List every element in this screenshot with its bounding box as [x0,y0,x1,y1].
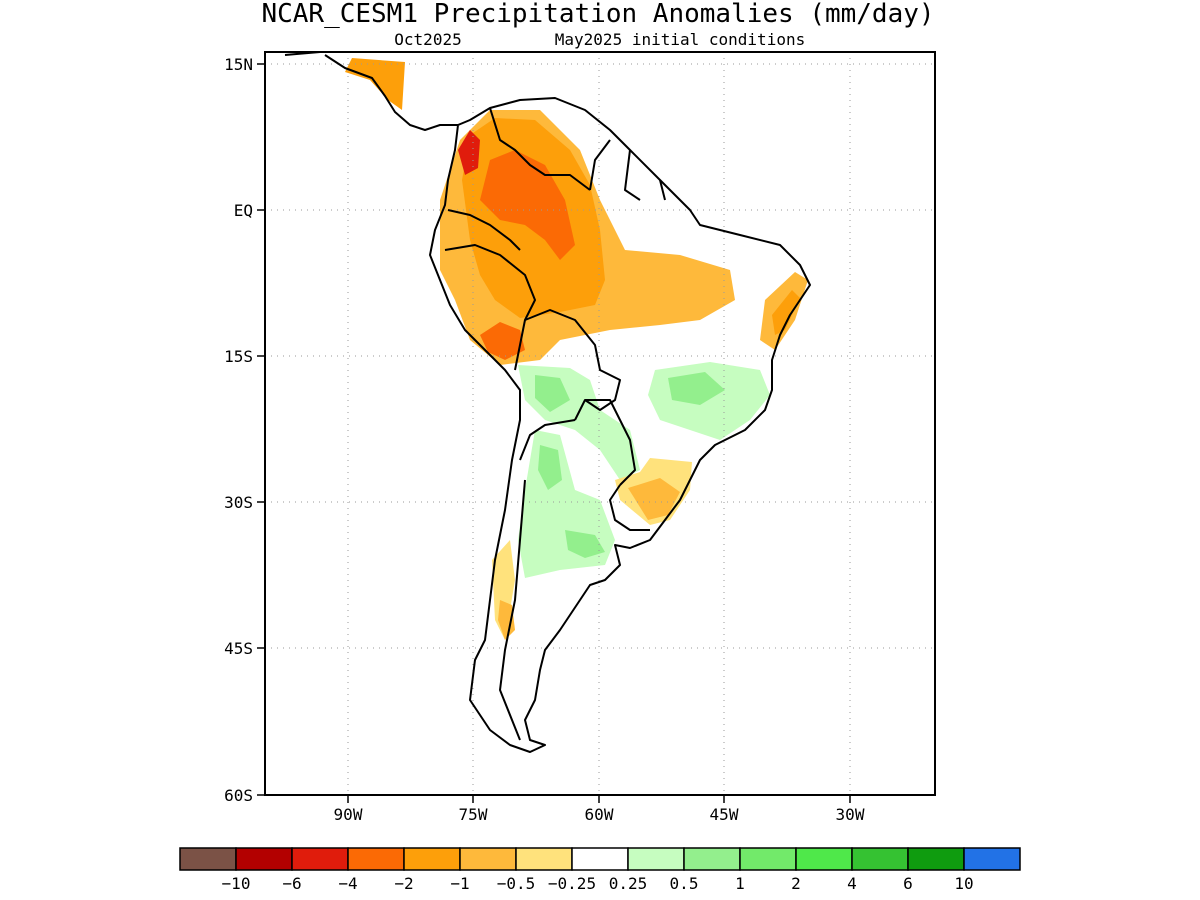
lat-label: EQ [234,201,253,220]
colorbar-tick-label: −0.25 [548,874,596,893]
colorbar-tick-label: −0.5 [497,874,536,893]
plot-border [264,51,936,796]
lat-label: 60S [224,786,253,805]
colorbar-swatch [179,847,237,871]
colorbar-tick-label: 4 [847,874,857,893]
colorbar-swatch [291,847,349,871]
lat-label: 15S [224,347,253,366]
lon-label: 45W [710,805,739,824]
latitude-labels: 15N EQ 15S 30S 45S 60S [224,55,253,805]
colorbar-tick-label: −1 [450,874,469,893]
colorbar-swatch [459,847,517,871]
lon-label: 75W [459,805,488,824]
anomaly-argentina-core [538,445,562,490]
colorbar-tick-label: −4 [338,874,357,893]
anomaly-south-brazil-orange [628,478,680,520]
lon-label: 90W [334,805,363,824]
map-gridlines [265,52,935,795]
colorbar-tick-label: −6 [282,874,301,893]
colorbar-swatch [963,847,1021,871]
forecast-month-label: Oct2025 [394,30,461,49]
lon-label: 60W [585,805,614,824]
anomaly-colombia-red [458,130,480,175]
colorbar-swatch [403,847,461,871]
anomaly-central-america [345,58,405,110]
anomaly-east-brazil-orange [772,290,800,335]
anomaly-northern-sa-dark [480,150,575,260]
colorbar-swatch [907,847,965,871]
anomaly-bolivia-dark [480,322,525,360]
colorbar-tick-label: −10 [222,874,251,893]
coastlines [284,52,811,753]
initial-conditions-label: May2025 initial conditions [555,30,805,49]
lat-label: 30S [224,493,253,512]
colorbar-swatch [851,847,909,871]
lat-label: 45S [224,639,253,658]
colorbar-tick-label: 0.5 [670,874,699,893]
anomaly-chile-light [492,540,515,640]
map-title: NCAR_CESM1 Precipitation Anomalies (mm/d… [261,0,934,29]
lon-label: 30W [836,805,865,824]
colorbar-swatch [739,847,797,871]
anomaly-chile-orange [498,600,515,640]
colorbar-swatch [795,847,853,871]
colorbar-swatch [515,847,573,871]
colorbar-tick-label: 6 [903,874,913,893]
anomaly-argentina-core-south [565,530,605,558]
colorbar-swatch [571,847,629,871]
colorbar-tick-label: 2 [791,874,801,893]
colorbar-swatch [235,847,293,871]
colorbar [179,847,1021,871]
lat-label: 15N [224,55,253,74]
longitude-labels: 90W 75W 60W 45W 30W [334,805,865,824]
colorbar-swatch [347,847,405,871]
colorbar-swatch [627,847,685,871]
colorbar-tick-label: 1 [735,874,745,893]
anomaly-bolivia-green-core [535,375,570,412]
colorbar-swatch [683,847,741,871]
colorbar-labels: −10 −6 −4 −2 −1 −0.5 −0.25 0.25 0.5 1 2 4 6 10 [222,874,974,893]
anomaly-fields [345,58,808,640]
colorbar-tick-label: 10 [954,874,973,893]
colorbar-tick-label: 0.25 [609,874,648,893]
axis-ticks [257,63,851,803]
south-america-coastline [429,97,811,753]
anomaly-central-brazil-core [668,372,725,405]
colorbar-tick-label: −2 [394,874,413,893]
